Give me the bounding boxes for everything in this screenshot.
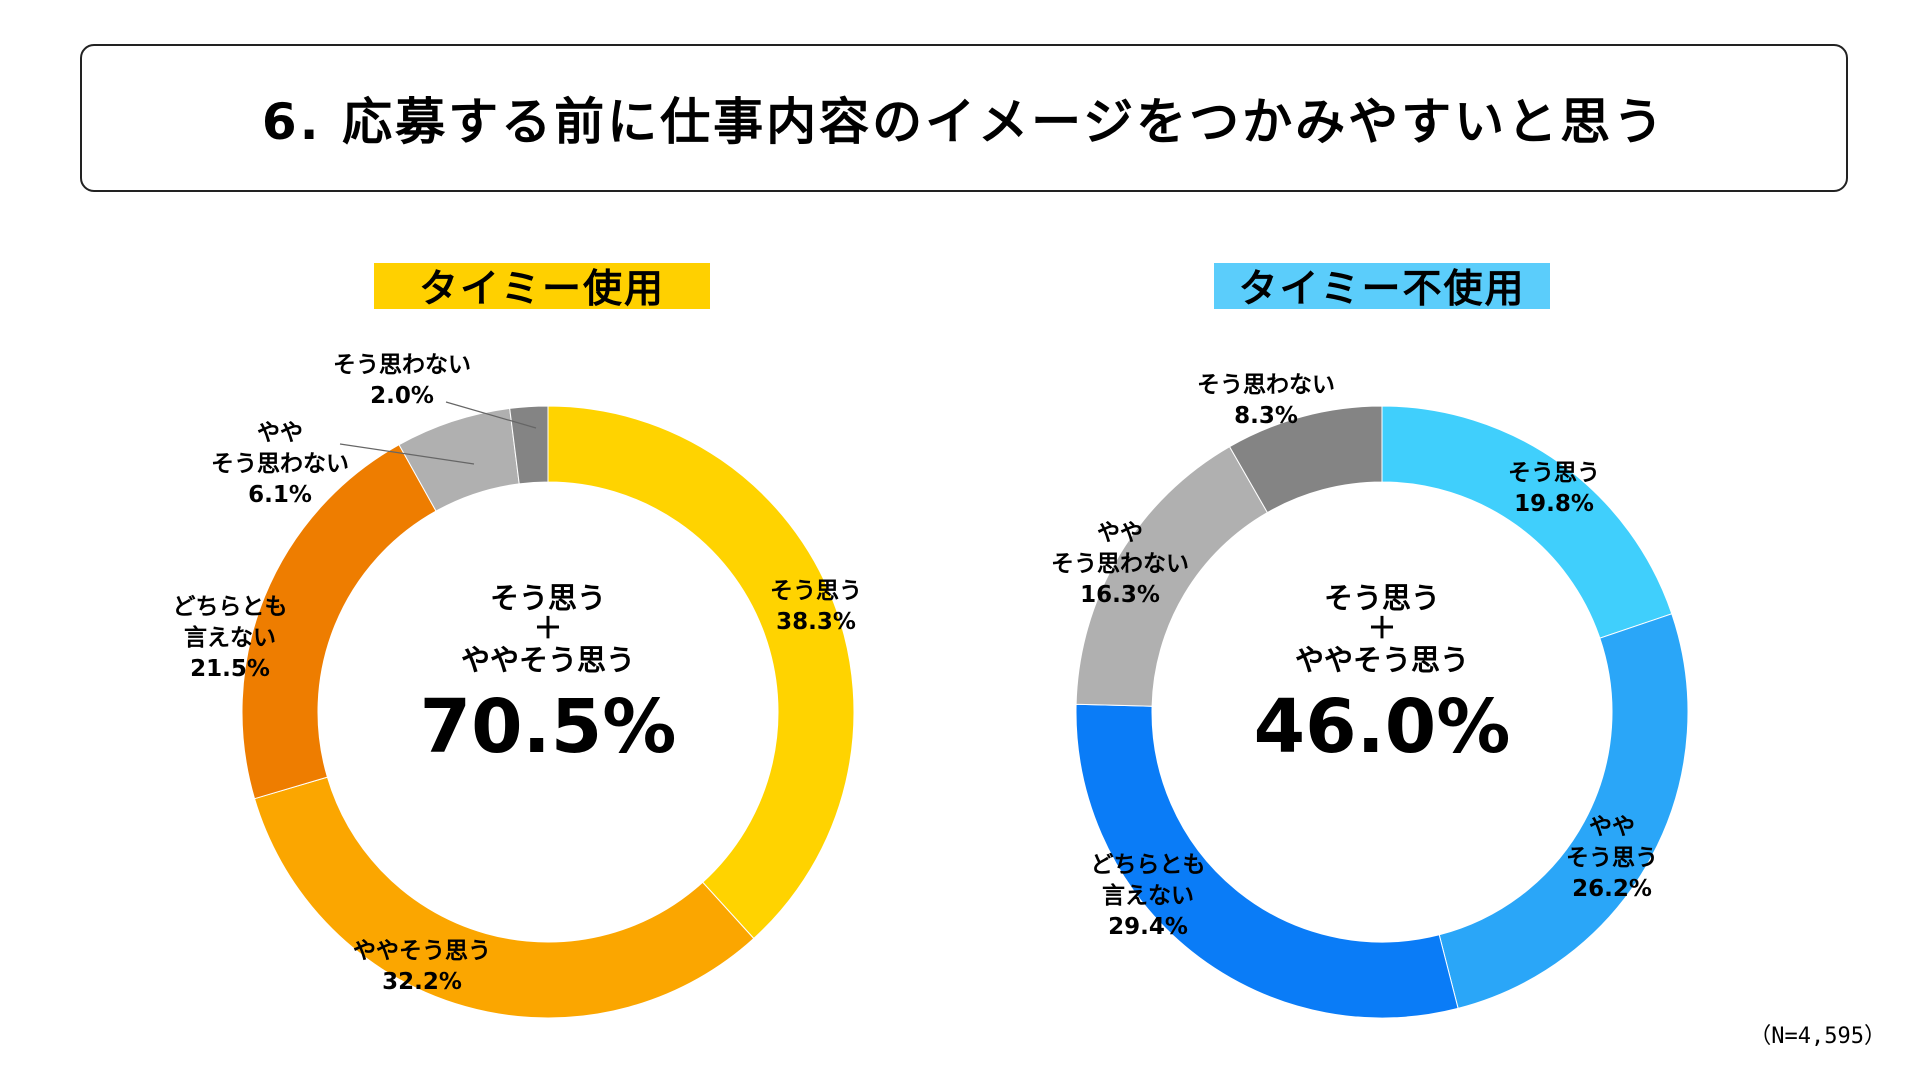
slice-value-label: 8.3% bbox=[1234, 403, 1298, 429]
center-label-plus: ＋ bbox=[533, 611, 562, 645]
slice-somewhat-agree bbox=[1438, 613, 1689, 1009]
slice-label-text: 言えない bbox=[184, 624, 276, 651]
slice-label-text: やや bbox=[1097, 520, 1143, 546]
page-title: 6. 応募する前に仕事内容のイメージをつかみやすいと思う bbox=[80, 44, 1848, 192]
leader-line bbox=[339, 443, 475, 465]
slice-disagree bbox=[509, 405, 549, 485]
slice-neutral bbox=[1075, 703, 1459, 1019]
slice-label-text: やや bbox=[257, 420, 303, 446]
slice-value-label: 38.3% bbox=[776, 609, 856, 635]
slice-label-text: ややそう思う bbox=[353, 938, 491, 964]
center-label-line2: ややそう思う bbox=[1295, 643, 1469, 677]
slice-value-label: 32.2% bbox=[382, 969, 462, 995]
sample-size-note: （N=4,595） bbox=[1749, 1024, 1886, 1049]
slice-value-label: 6.1% bbox=[248, 482, 312, 508]
center-label-line2: ややそう思う bbox=[461, 643, 635, 677]
slice-label-text: そう思う bbox=[1508, 460, 1600, 486]
center-label-plus: ＋ bbox=[1367, 611, 1396, 645]
chart-title-timee-users: タイミー使用 bbox=[374, 263, 710, 312]
slice-value-label: 2.0% bbox=[370, 383, 434, 409]
slice-label-text: 言えない bbox=[1102, 882, 1194, 909]
slice-label-text: どちらとも bbox=[1091, 852, 1206, 878]
slice-label-text: そう思わない bbox=[1197, 372, 1335, 398]
slice-value-label: 21.5% bbox=[190, 656, 270, 682]
slice-value-label: 19.8% bbox=[1514, 491, 1594, 517]
donut-timee-users: そう思う38.3%ややそう思う32.2%どちらとも言えない21.5%ややそう思わ… bbox=[173, 352, 862, 1019]
slice-somewhat-agree bbox=[253, 776, 755, 1019]
center-total-value: 46.0% bbox=[1254, 684, 1511, 770]
donut-non-users: そう思う19.8%ややそう思う26.2%どちらとも言えない29.4%ややそう思わ… bbox=[1051, 372, 1689, 1019]
slice-value-label: 16.3% bbox=[1080, 582, 1160, 608]
slice-value-label: 26.2% bbox=[1572, 876, 1652, 902]
slice-agree bbox=[547, 405, 855, 940]
center-total-value: 70.5% bbox=[420, 684, 677, 770]
slice-label-text: そう思わない bbox=[333, 352, 471, 378]
slice-label-text: やや bbox=[1589, 814, 1635, 840]
leader-line bbox=[445, 401, 537, 429]
slice-disagree bbox=[1228, 405, 1383, 514]
slice-label-text: そう思わない bbox=[1051, 551, 1189, 577]
slice-label-text: そう思う bbox=[1566, 845, 1658, 871]
slice-label-text: そう思わない bbox=[211, 451, 349, 477]
center-label-line1: そう思う bbox=[1324, 581, 1440, 615]
chart-title-non-users: タイミー不使用 bbox=[1214, 263, 1550, 312]
slice-label-text: どちらとも bbox=[173, 594, 288, 620]
center-label-line1: そう思う bbox=[490, 581, 606, 615]
slice-label-text: そう思う bbox=[770, 578, 862, 604]
slice-value-label: 29.4% bbox=[1108, 914, 1188, 940]
